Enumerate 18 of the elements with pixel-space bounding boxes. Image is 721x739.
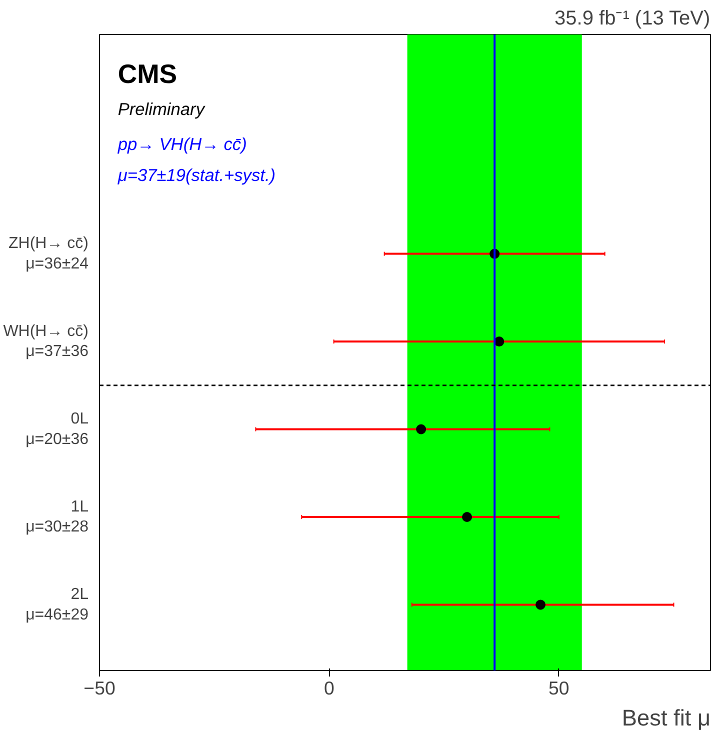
- y-tick-label: WH(H→ cc̄) μ=37±36: [3, 322, 89, 360]
- x-tick-label: 0: [324, 678, 334, 698]
- y-tick-label: 0L μ=20±36: [26, 410, 89, 448]
- point: [536, 600, 546, 610]
- point: [494, 336, 504, 347]
- text: CMS: [118, 58, 178, 89]
- y-tick-label: 2L μ=46±29: [26, 586, 89, 624]
- y-tick-label: ZH(H→ cc̄) μ=36±24: [8, 235, 89, 273]
- point: [462, 512, 472, 522]
- point: [416, 424, 426, 434]
- x-tick-label: −50: [84, 678, 116, 698]
- y-tick-label: 1L μ=30±28: [26, 498, 89, 536]
- text: pp→ VH(H→ cc̄): [116, 134, 247, 154]
- text: μ=37±19(stat.+syst.): [116, 164, 276, 185]
- x-tick-label: 50: [548, 678, 570, 698]
- x-axis-title: Best fit μ: [622, 704, 711, 730]
- text: Preliminary: [118, 99, 206, 120]
- chart-title: 35.9 fb⁻¹ (13 TeV): [554, 8, 710, 30]
